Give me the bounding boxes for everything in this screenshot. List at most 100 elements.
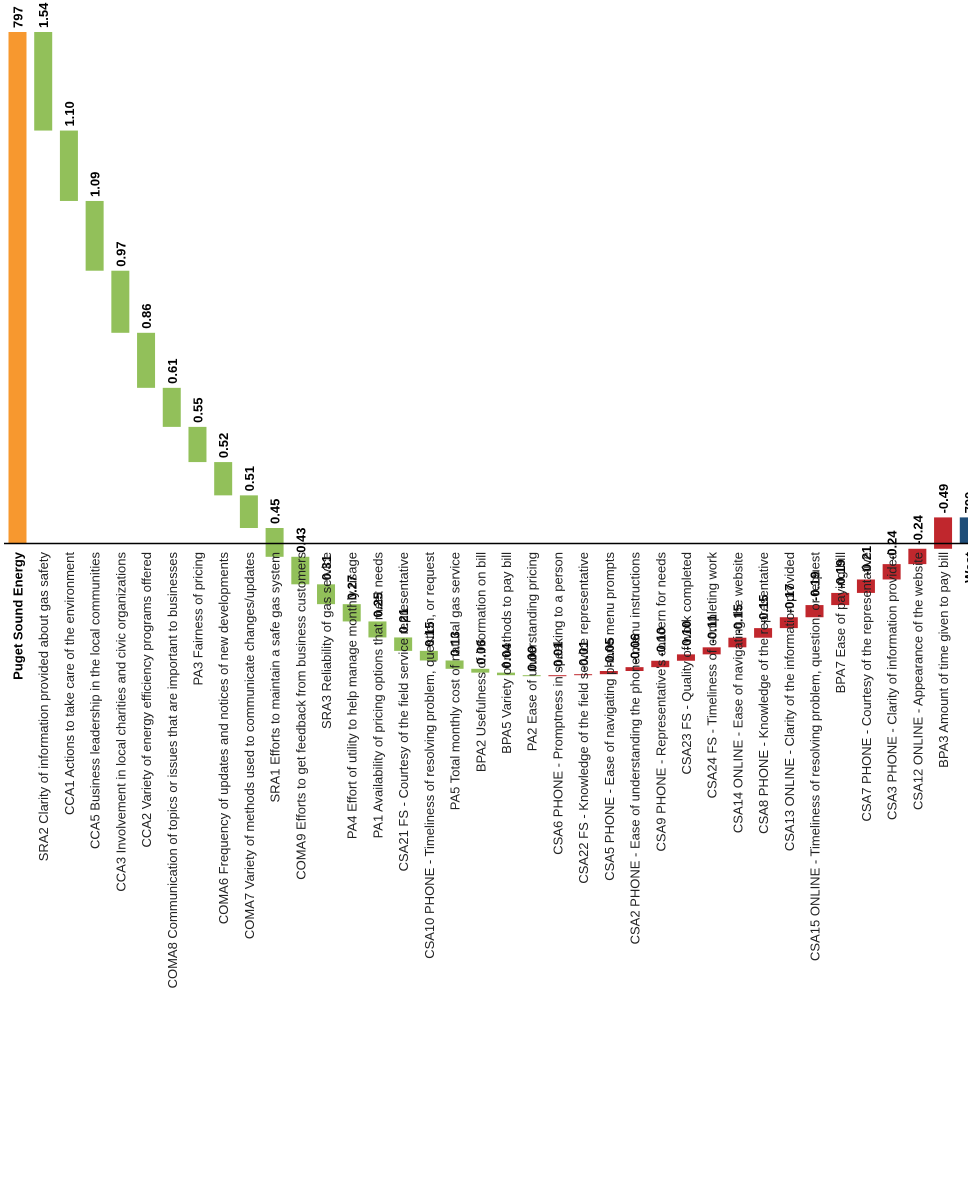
category-label: CSA5 PHONE - Ease of navigating phone me… (602, 552, 617, 881)
category-label: COMA7 Variety of methods used to communi… (242, 552, 257, 940)
bar-delta (445, 660, 464, 669)
bar-delta (599, 671, 618, 675)
value-label: -0.24 (910, 514, 925, 544)
bar-delta (265, 528, 284, 557)
value-label: -0.05 (602, 637, 617, 667)
bar-delta (728, 637, 747, 648)
value-label: 0.06 (473, 639, 488, 664)
value-label: 0.52 (216, 433, 231, 458)
bar-delta (779, 617, 798, 629)
bar-delta (908, 548, 927, 565)
value-label: 1.09 (88, 172, 103, 197)
category-label: CSA10 PHONE - Timeliness of resolving pr… (422, 552, 437, 959)
bar-delta (111, 270, 130, 333)
bar-delta (317, 584, 336, 605)
category-label: CSA13 ONLINE - Clarity of the informatio… (782, 552, 797, 851)
category-label: BPA5 Variety of methods to pay bill (499, 552, 514, 754)
bar-delta (548, 675, 567, 677)
category-label: CSA23 FS - Quality of work completed (679, 552, 694, 775)
category-label: CSA9 PHONE - Representative's concern fo… (653, 552, 668, 852)
bar-delta (856, 579, 875, 593)
value-label: 0.13 (448, 631, 463, 656)
value-label: -0.19 (833, 559, 848, 589)
bar-delta (162, 387, 181, 427)
value-label: -0.15 (730, 604, 745, 634)
category-label: PA2 Ease of understanding pricing (525, 552, 540, 751)
category-label: CSA8 PHONE - Knowledge of the representa… (756, 552, 771, 834)
category-label: CCA2 Variety of energy efficiency progra… (139, 552, 154, 848)
category-label: PA5 Total monthly cost of natural gas se… (448, 552, 463, 810)
value-label: 0.61 (165, 359, 180, 384)
value-label: -0.17 (782, 584, 797, 614)
bar-delta (419, 650, 438, 661)
category-label: CSA14 ONLINE - Ease of navigating the we… (730, 552, 745, 833)
category-label: CSA3 PHONE - Clarity of information prov… (885, 552, 900, 820)
bar-delta (291, 556, 310, 585)
category-labels-layer: Puget Sound Energy SRA2 Clarity of inform… (11, 551, 968, 988)
value-label: -0.11 (705, 614, 720, 643)
value-label: 0.27 (345, 575, 360, 600)
category-label: BPA2 Usefulness of information on bill (473, 552, 488, 772)
bar-delta (882, 564, 901, 580)
value-label: -0.19 (808, 571, 823, 601)
bar-delta (574, 674, 593, 676)
bar-delta (214, 462, 233, 496)
value-label: 0.97 (113, 241, 128, 266)
category-label-start: Puget Sound Energy (11, 551, 26, 680)
category-label: COMA6 Frequency of updates and notices o… (216, 552, 231, 925)
value-label: 1.54 (36, 2, 51, 28)
bar-start-total (8, 32, 27, 543)
bar-delta (85, 200, 104, 271)
value-label: -0.01 (576, 641, 591, 671)
bar-delta (342, 604, 361, 622)
bar-delta (651, 660, 670, 668)
category-label: CCA3 Involvement in local charities and … (113, 552, 128, 892)
bar-delta (471, 668, 490, 673)
value-label: -0.15 (756, 594, 771, 624)
value-label: -0.49 (936, 484, 951, 514)
bar-delta (137, 332, 156, 388)
category-label: SRA3 Reliability of gas service (319, 552, 334, 729)
bar-delta (368, 621, 387, 638)
value-label: 0.00 (525, 646, 540, 671)
value-label: 0.15 (422, 622, 437, 647)
category-label: SRA1 Efforts to maintain a safe gas syst… (268, 552, 283, 803)
category-label: PA4 Effort of utility to help manage mon… (345, 552, 360, 839)
category-label: CSA12 ONLINE - Appearance of the website (910, 552, 925, 810)
labels-layer: 797 1.54 1.10 1.09 0.97 0.86 0.61 0.55 0.52 0.51 0… (11, 2, 968, 671)
bar-delta (59, 130, 78, 201)
value-label: -0.10 (679, 621, 694, 651)
bar-delta (239, 495, 258, 528)
value-label: 0.51 (242, 466, 257, 491)
value-label: 0.43 (293, 527, 308, 552)
category-label: CSA6 PHONE - Promptness in speaking to a… (550, 552, 565, 855)
value-label: -0.01 (550, 642, 565, 672)
category-label-end: West (962, 551, 968, 582)
bar-delta (522, 675, 541, 677)
value-label-start: 797 (11, 6, 26, 28)
value-label: -0.24 (885, 530, 900, 560)
category-label: CSA2 PHONE - Ease of understanding the p… (628, 552, 643, 945)
value-label: 0.55 (190, 398, 205, 423)
bar-delta (394, 637, 413, 651)
bar-delta (805, 605, 824, 618)
bar-delta (702, 647, 721, 655)
bar-delta (34, 32, 53, 131)
value-label: 0.45 (268, 499, 283, 524)
bar-delta (934, 517, 953, 549)
bar-delta (188, 426, 207, 463)
value-label: 0.31 (319, 555, 334, 580)
bar-delta (831, 592, 850, 606)
value-label-end: 790 (962, 492, 968, 514)
category-label: PA1 Availability of pricing options that… (370, 552, 385, 839)
category-label: CSA22 FS - Knowledge of the field servic… (576, 552, 591, 884)
bar-end-total (959, 517, 968, 543)
category-label: BPA3 Amount of time given to pay bill (936, 552, 951, 768)
value-label: 0.21 (396, 608, 411, 633)
value-label: 0.86 (139, 303, 154, 328)
bar-delta (625, 667, 644, 671)
category-label: CCA1 Actions to take care of the environ… (62, 552, 77, 815)
category-label: COMA8 Communication of topics or issues … (165, 552, 180, 989)
value-label: 0.04 (499, 643, 514, 669)
